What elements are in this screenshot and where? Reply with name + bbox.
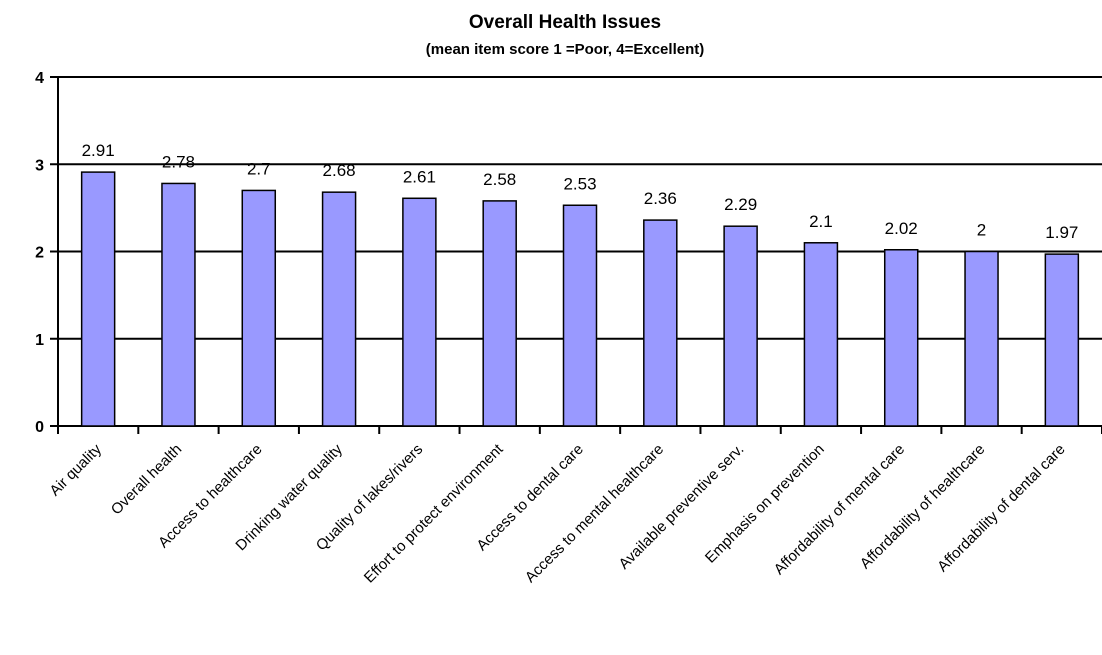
data-label: 2.78: [162, 152, 195, 171]
x-tick-label: Overall health: [108, 441, 185, 518]
bar: [562, 204, 598, 427]
plot-area: 0 1 2 3 4 2.91 Air quality 2.78 Overall health 2.…: [35, 70, 1102, 586]
bar: [482, 200, 517, 427]
data-label: 2.36: [644, 189, 677, 208]
y-tick-label: 2: [35, 245, 44, 262]
bar: [643, 219, 678, 427]
data-label: 2.53: [563, 174, 596, 193]
x-tick-label: Air quality: [46, 440, 105, 499]
x-tick-label: Effort to protect environment: [361, 440, 507, 586]
chart-title: Overall Health Issues: [469, 12, 661, 33]
x-tick-label: Affordability of mental care: [771, 441, 908, 578]
y-tick-label: 4: [35, 70, 44, 87]
data-label: 2.61: [403, 167, 436, 186]
bar: [803, 242, 839, 427]
bar: [1044, 253, 1080, 427]
bar: [80, 171, 116, 427]
bar: [402, 197, 437, 427]
bar: [321, 191, 357, 427]
data-label: 2.68: [323, 161, 356, 180]
data-label: 2.1: [809, 212, 833, 231]
bar: [723, 225, 758, 427]
x-tick-label: Access to mental healthcare: [522, 441, 667, 586]
data-label: 2: [977, 221, 986, 240]
data-label: 2.02: [885, 219, 918, 238]
y-tick-label: 1: [35, 332, 44, 349]
y-tick-label: 3: [35, 157, 44, 174]
data-label: 2.7: [247, 159, 271, 178]
data-label: 2.29: [724, 195, 757, 214]
y-tick-label: 0: [35, 419, 44, 436]
data-label: 1.97: [1045, 223, 1078, 242]
data-label: 2.91: [82, 141, 115, 160]
bar: [241, 189, 277, 427]
bar: [964, 250, 999, 427]
data-label: 2.58: [483, 170, 516, 189]
bar: [883, 249, 919, 427]
x-tick-label: Affordability of dental care: [934, 441, 1068, 575]
chart-subtitle: (mean item score 1 =Poor, 4=Excellent): [426, 41, 704, 58]
bar: [161, 182, 196, 427]
